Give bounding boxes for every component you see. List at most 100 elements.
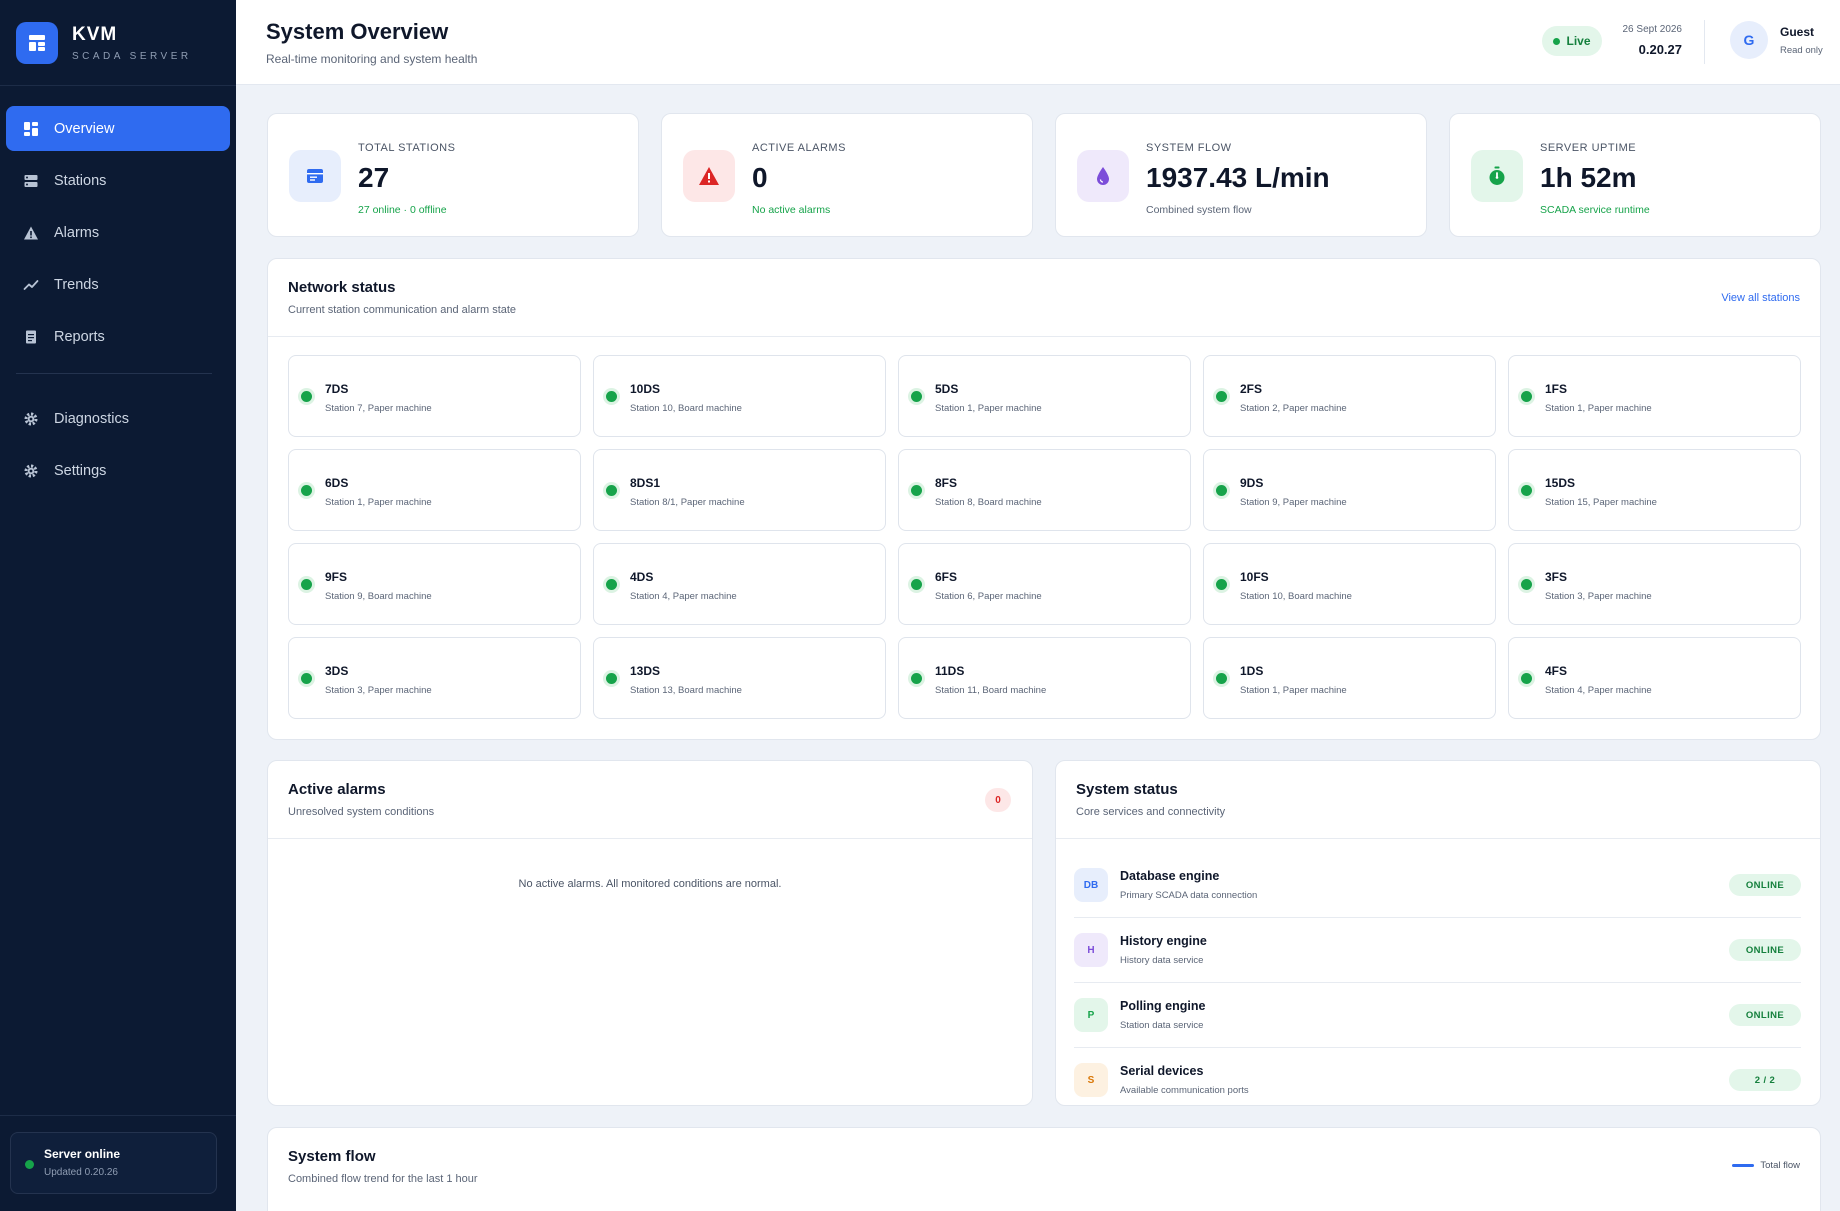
station-card[interactable]: 8FS Station 8, Board machine xyxy=(898,449,1191,531)
station-card[interactable]: 6FS Station 6, Paper machine xyxy=(898,543,1191,625)
station-card[interactable]: 6DS Station 1, Paper machine xyxy=(288,449,581,531)
page-subtitle: Real-time monitoring and system health xyxy=(266,52,478,66)
stat-label: SERVER UPTIME xyxy=(1540,142,1637,154)
sidebar-item-diagnostics[interactable]: Diagnostics xyxy=(6,396,230,441)
avatar[interactable]: G xyxy=(1730,21,1768,59)
station-description: Station 1, Paper machine xyxy=(1545,403,1652,414)
service-name: Serial devices xyxy=(1120,1064,1204,1078)
service-name: Polling engine xyxy=(1120,999,1206,1013)
station-card[interactable]: 9FS Station 9, Board machine xyxy=(288,543,581,625)
sidebar: KVM SCADA SERVER Overview Stations Alarm… xyxy=(0,0,236,1211)
droplet-icon xyxy=(1077,150,1129,202)
page-title: System Overview xyxy=(266,19,449,44)
panel-subtitle: Current station communication and alarm … xyxy=(288,304,517,316)
station-card[interactable]: 8DS1 Station 8/1, Paper machine xyxy=(593,449,886,531)
status-dot xyxy=(301,673,312,684)
stat-card-active-alarms: ACTIVE ALARMS 0 No active alarms xyxy=(661,113,1033,237)
document-icon xyxy=(22,328,40,346)
warning-icon xyxy=(22,224,40,242)
nav-divider xyxy=(16,373,212,374)
status-dot xyxy=(1216,673,1227,684)
brand-title: KVM xyxy=(72,23,118,45)
sidebar-item-stations[interactable]: Stations xyxy=(6,158,230,203)
status-dot xyxy=(606,673,617,684)
station-name: 5DS xyxy=(935,382,959,396)
status-dot xyxy=(606,391,617,402)
sidebar-item-label: Alarms xyxy=(54,224,100,241)
station-description: Station 3, Paper machine xyxy=(1545,591,1652,602)
station-name: 13DS xyxy=(630,664,661,678)
station-description: Station 9, Board machine xyxy=(325,591,432,602)
stat-card-total-stations: TOTAL STATIONS 27 27 online · 0 offline xyxy=(267,113,639,237)
station-card[interactable]: 5DS Station 1, Paper machine xyxy=(898,355,1191,437)
station-description: Station 1, Paper machine xyxy=(935,403,1042,414)
sidebar-item-label: Diagnostics xyxy=(54,410,129,427)
stat-label: ACTIVE ALARMS xyxy=(752,142,846,154)
status-dot xyxy=(1521,391,1532,402)
user-role: Read only xyxy=(1780,45,1823,56)
panel-title: System flow xyxy=(288,1148,376,1165)
station-description: Station 3, Paper machine xyxy=(325,685,432,696)
sidebar-item-reports[interactable]: Reports xyxy=(6,314,230,359)
station-name: 1DS xyxy=(1240,664,1264,678)
station-card[interactable]: 7DS Station 7, Paper machine xyxy=(288,355,581,437)
stat-card-server-uptime: SERVER UPTIME 1h 52m SCADA service runti… xyxy=(1449,113,1821,237)
panel-title: System status xyxy=(1076,781,1178,798)
station-name: 7DS xyxy=(325,382,349,396)
panel-title: Network status xyxy=(288,279,396,296)
sidebar-item-settings[interactable]: Settings xyxy=(6,448,230,493)
timer-icon xyxy=(1471,150,1523,202)
station-description: Station 10, Board machine xyxy=(1240,591,1352,602)
sidebar-item-trends[interactable]: Trends xyxy=(6,262,230,307)
status-dot xyxy=(911,485,922,496)
station-card[interactable]: 3DS Station 3, Paper machine xyxy=(288,637,581,719)
station-grid: 7DS Station 7, Paper machine 10DS Station 1… xyxy=(288,355,1801,719)
station-description: Station 1, Paper machine xyxy=(1240,685,1347,696)
station-card[interactable]: 13DS Station 13, Board machine xyxy=(593,637,886,719)
user-name: Guest xyxy=(1780,25,1815,39)
service-icon: H xyxy=(1074,933,1108,967)
station-card[interactable]: 4FS Station 4, Paper machine xyxy=(1508,637,1801,719)
service-icon: P xyxy=(1074,998,1108,1032)
station-card[interactable]: 9DS Station 9, Paper machine xyxy=(1203,449,1496,531)
chart-legend: Total flow xyxy=(1732,1160,1800,1171)
server-status-updated: Updated 0.20.26 xyxy=(44,1167,118,1178)
station-card[interactable]: 3FS Station 3, Paper machine xyxy=(1508,543,1801,625)
stat-label: TOTAL STATIONS xyxy=(358,142,456,154)
alarm-count-badge: 0 xyxy=(985,788,1011,812)
view-all-stations-link[interactable]: View all stations xyxy=(1721,292,1800,304)
station-name: 6DS xyxy=(325,476,349,490)
station-card[interactable]: 1FS Station 1, Paper machine xyxy=(1508,355,1801,437)
status-dot xyxy=(301,391,312,402)
brand-subtitle: SCADA SERVER xyxy=(72,50,192,62)
top-header: System Overview Real-time monitoring and… xyxy=(236,0,1840,85)
sidebar-item-alarms[interactable]: Alarms xyxy=(6,210,230,255)
station-card[interactable]: 4DS Station 4, Paper machine xyxy=(593,543,886,625)
header-time: 0.20.27 xyxy=(1638,42,1682,57)
sidebar-item-label: Stations xyxy=(54,172,107,189)
legend-label: Total flow xyxy=(1760,1160,1800,1171)
station-description: Station 9, Paper machine xyxy=(1240,497,1347,508)
service-row: DB Database engine Primary SCADA data conn… xyxy=(1074,853,1801,918)
sidebar-item-overview[interactable]: Overview xyxy=(6,106,230,151)
header-date: 26 Sept 2026 xyxy=(1622,24,1683,35)
station-name: 2FS xyxy=(1240,382,1263,396)
station-card[interactable]: 2FS Station 2, Paper machine xyxy=(1203,355,1496,437)
station-description: Station 8, Board machine xyxy=(935,497,1042,508)
station-description: Station 13, Board machine xyxy=(630,685,742,696)
grid-icon xyxy=(22,120,40,138)
server-status-title: Server online xyxy=(44,1147,121,1161)
station-name: 9DS xyxy=(1240,476,1264,490)
sidebar-nav: Overview Stations Alarms Trends Reports xyxy=(0,86,236,493)
station-card[interactable]: 10DS Station 10, Board machine xyxy=(593,355,886,437)
panel-subtitle: Unresolved system conditions xyxy=(288,806,435,818)
network-status-panel: Network status Current station communica… xyxy=(267,258,1821,740)
empty-state-message: No active alarms. All monitored conditio… xyxy=(518,878,782,890)
status-dot xyxy=(911,391,922,402)
station-card[interactable]: 15DS Station 15, Paper machine xyxy=(1508,449,1801,531)
station-card[interactable]: 1DS Station 1, Paper machine xyxy=(1203,637,1496,719)
station-card[interactable]: 11DS Station 11, Board machine xyxy=(898,637,1191,719)
status-badge: 2 / 2 xyxy=(1729,1069,1801,1091)
station-card[interactable]: 10FS Station 10, Board machine xyxy=(1203,543,1496,625)
sidebar-item-label: Settings xyxy=(54,462,107,479)
